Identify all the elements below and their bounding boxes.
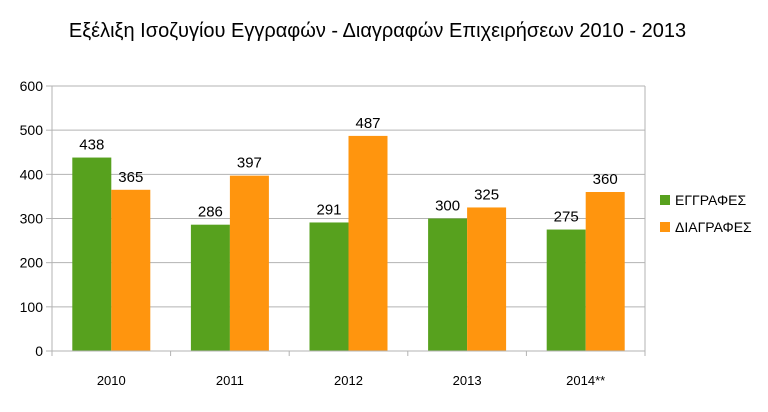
bar [229,175,269,351]
y-tick-label: 100 [20,299,44,315]
y-tick-label: 300 [20,211,44,227]
data-label: 438 [79,137,104,154]
x-tick-label: 2014** [566,373,605,388]
x-axis: 2010 2011 2012 2013 2014** [51,350,646,388]
bar [467,207,507,351]
legend: ΕΓΓΡΑΦΕΣ ΔΙΑΓΡΑΦΕΣ [660,192,752,235]
y-tick-label: 500 [20,122,44,138]
data-label: 300 [435,198,460,215]
x-tick-label: 2011 [216,373,244,388]
legend-swatch [660,195,670,205]
x-tick-label: 2012 [334,373,363,388]
legend-label: ΔΙΑΓΡΑΦΕΣ [675,219,752,235]
bar [190,224,230,351]
bar [72,157,112,351]
x-tick-label: 2010 [97,373,126,388]
y-tick-label: 400 [20,166,44,182]
data-label: 487 [355,115,380,132]
data-label: 291 [316,201,341,218]
data-label: 325 [474,186,499,203]
bar [585,192,625,351]
data-label: 360 [593,171,618,188]
data-label: 397 [237,155,262,172]
bar [111,189,151,351]
data-label: 286 [198,204,223,221]
bar [428,218,468,351]
bars [72,135,625,351]
legend-swatch [660,222,670,232]
y-tick-label: 200 [20,255,44,271]
bar [348,135,388,351]
x-tick-label: 2013 [453,373,482,388]
data-label: 365 [118,169,143,186]
y-tick-label: 600 [20,78,44,94]
y-tick-label: 0 [35,343,43,359]
bar [546,229,586,351]
data-labels: 438 365 286 397 291 487 300 325 275 360 [79,115,617,226]
chart-title: Εξέλιξη Ισοζυγίου Εγγραφών - Διαγραφών Ε… [68,20,687,42]
bar [309,222,349,351]
data-label: 275 [554,209,579,226]
y-axis: 0 100 200 300 400 500 600 [20,78,646,359]
legend-label: ΕΓΓΡΑΦΕΣ [675,192,747,208]
